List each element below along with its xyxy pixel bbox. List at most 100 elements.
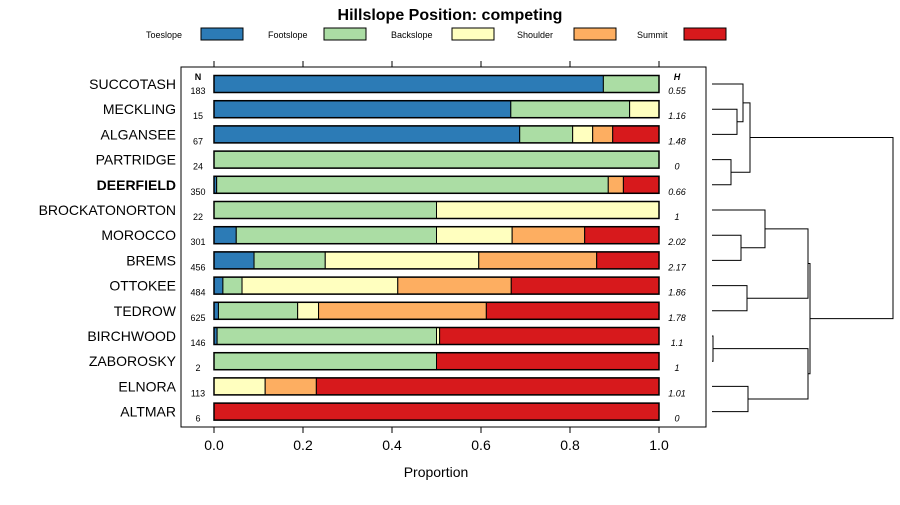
dendrogram-link <box>713 348 809 400</box>
bar-outline <box>213 326 660 346</box>
bar-row-altmar: ALTMAR 6 0 <box>120 402 680 424</box>
bar-segment-backslope <box>213 377 266 396</box>
dendrogram-link <box>712 83 744 123</box>
bar-row-tedrow: TEDROW 625 1.78 <box>114 301 686 323</box>
bar-segment-summit <box>213 402 660 421</box>
bar-segment-toeslope <box>213 226 237 245</box>
bar-segment-backslope <box>297 301 320 320</box>
row-h-value: 1.1 <box>671 338 684 348</box>
bar-segment-summit <box>596 251 660 270</box>
row-h-value: 1 <box>674 363 679 373</box>
bar-segment-footslope <box>235 226 437 245</box>
row-label: OTTOKEE <box>109 278 176 294</box>
row-label: ALGANSEE <box>101 126 176 142</box>
x-tick-label: 0.8 <box>560 437 580 453</box>
row-h-value: 0.55 <box>668 86 687 96</box>
row-label: BREMS <box>126 252 176 268</box>
bar-segment-shoulder <box>592 125 614 144</box>
bar-segment-footslope <box>217 301 299 320</box>
x-tick-label: 1.0 <box>649 437 669 453</box>
bar-segment-summit <box>510 276 660 295</box>
legend-swatch-toeslope <box>200 27 244 41</box>
bar-row-brems: BREMS 456 2.17 <box>126 251 687 272</box>
plot-frame <box>180 66 707 428</box>
row-label: MECKLING <box>103 101 176 117</box>
row-h-value: 1.86 <box>668 288 686 298</box>
dendrogram-link <box>712 209 766 249</box>
bar-row-zaborosky: ZABOROSKY 2 1 <box>89 351 680 373</box>
n-header: N <box>195 72 202 82</box>
legend-swatch-summit <box>683 27 727 41</box>
bar-segment-shoulder <box>478 251 598 270</box>
x-tick-label: 0.0 <box>204 437 224 453</box>
bar-segment-footslope <box>519 125 574 144</box>
bar-segment-summit <box>485 301 660 320</box>
row-label: BROCKATONORTON <box>39 202 176 218</box>
row-n-value: 183 <box>190 86 205 96</box>
row-n-value: 67 <box>193 136 203 146</box>
legend-label-footslope: Footslope <box>268 30 308 40</box>
legend-label-toeslope: Toeslope <box>146 30 182 40</box>
bar-segment-footslope <box>253 251 326 270</box>
bar-segment-shoulder <box>511 226 586 245</box>
legend: Toeslope Footslope Backslope Shoulder Summit <box>146 27 727 41</box>
dendrogram-link <box>712 159 732 186</box>
bar-segment-toeslope <box>213 276 224 295</box>
dendrogram-link <box>712 108 738 135</box>
row-label: TEDROW <box>114 303 177 319</box>
dendrogram-link <box>712 385 749 413</box>
x-tick-label: 0.4 <box>382 437 402 453</box>
row-label: ELNORA <box>118 378 176 394</box>
row-n-value: 301 <box>190 237 205 247</box>
bar-segment-toeslope <box>213 251 255 270</box>
legend-label-summit: Summit <box>637 30 668 40</box>
row-n-value: 15 <box>193 111 203 121</box>
bar-outline <box>213 200 660 220</box>
bar-row-brockatonorton: BROCKATONORTON 22 1 <box>39 200 680 222</box>
row-label: PARTRIDGE <box>96 152 176 168</box>
h-header: H <box>674 72 681 82</box>
bar-segment-shoulder <box>397 276 512 295</box>
row-h-value: 0 <box>674 414 679 424</box>
bar-outline <box>213 225 660 245</box>
row-n-value: 2 <box>195 363 200 373</box>
row-n-value: 625 <box>190 313 205 323</box>
row-n-value: 22 <box>193 212 203 222</box>
bar-outline <box>213 301 660 321</box>
bar-row-deerfield: DEERFIELD 350 0.66 <box>97 175 686 197</box>
bar-segment-summit <box>436 352 660 371</box>
bar-segment-toeslope <box>213 100 512 119</box>
bar-row-algansee: ALGANSEE 67 1.48 <box>101 125 686 146</box>
bar-row-birchwood: BIRCHWOOD 146 1.1 <box>87 326 684 348</box>
legend-label-shoulder: Shoulder <box>517 30 553 40</box>
row-label: BIRCHWOOD <box>87 328 176 344</box>
bar-segment-footslope <box>213 201 437 219</box>
row-n-value: 456 <box>190 262 205 272</box>
row-h-value: 1.78 <box>668 313 686 323</box>
row-label: SUCCOTASH <box>89 76 176 92</box>
bar-segment-footslope <box>222 276 243 295</box>
x-axis-label: Proportion <box>404 464 469 480</box>
row-h-value: 0.66 <box>668 187 686 197</box>
bar-outline <box>213 175 660 195</box>
dendrogram-link <box>712 234 742 261</box>
dendrogram-link <box>731 102 751 173</box>
row-n-value: 113 <box>191 388 205 398</box>
bar-segment-summit <box>612 125 660 144</box>
bar-outline <box>213 402 660 421</box>
row-h-value: 1.01 <box>668 388 686 398</box>
bar-outline <box>213 377 660 396</box>
bar-segment-footslope <box>213 150 660 169</box>
row-h-value: 2.02 <box>667 237 686 247</box>
bar-segment-footslope <box>602 75 660 93</box>
dendrogram-link <box>712 335 714 362</box>
row-n-value: 146 <box>190 338 205 348</box>
row-n-value: 350 <box>190 187 205 197</box>
x-tick-label: 0.6 <box>471 437 491 453</box>
bar-outline <box>213 351 660 371</box>
bar-outline <box>213 251 660 270</box>
bar-outline <box>213 276 660 295</box>
